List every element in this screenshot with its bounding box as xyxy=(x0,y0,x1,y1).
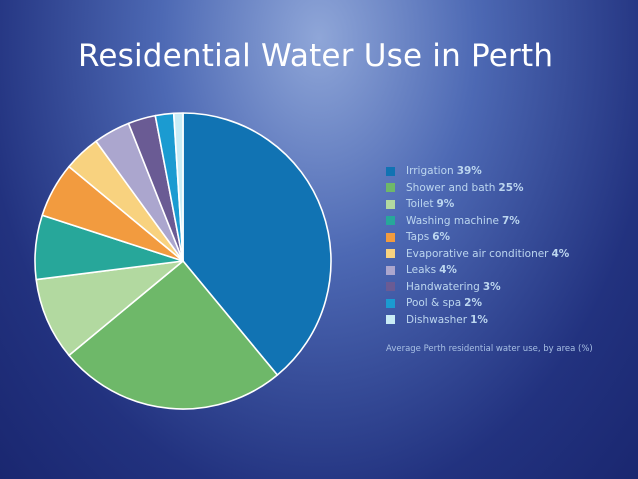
legend-item-washing-machine: Washing machine 7% xyxy=(386,213,626,230)
legend-label: Shower and bath xyxy=(406,181,496,194)
legend: Irrigation 39% Shower and bath 25% Toilet 9% W… xyxy=(386,163,626,328)
slide-title: Residential Water Use in Perth xyxy=(78,38,554,74)
legend-percent: 2% xyxy=(464,297,482,310)
legend-label: Irrigation xyxy=(406,165,454,178)
legend-percent: 39% xyxy=(456,165,482,178)
legend-label: Handwatering xyxy=(406,280,480,293)
legend-percent: 4% xyxy=(439,264,457,277)
legend-swatch xyxy=(386,282,395,292)
legend-label: Pool & spa xyxy=(406,297,462,310)
legend-percent: 1% xyxy=(470,313,488,326)
legend-item-toilet: Toilet 9% xyxy=(386,196,626,213)
legend-percent: 25% xyxy=(498,181,524,194)
pie-slice-irrigation xyxy=(182,112,332,376)
legend-label: Taps xyxy=(406,231,430,244)
legend-percent: 7% xyxy=(501,214,520,227)
pie-slice-dishwasher xyxy=(172,112,184,262)
legend-item-evaporative-air-conditioner: Evaporative air conditioner 4% xyxy=(386,246,626,263)
pie-slice-shower-and-bath xyxy=(68,260,279,410)
legend-swatch xyxy=(386,183,395,193)
legend-swatch xyxy=(386,265,395,275)
legend-item-leaks: Leaks 4% xyxy=(386,262,626,279)
legend-percent: 6% xyxy=(432,231,451,244)
legend-item-handwatering: Handwatering 3% xyxy=(386,279,626,296)
legend-item-shower-and-bath: Shower and bath 25% xyxy=(386,180,626,197)
legend-label: Washing machine xyxy=(406,214,499,227)
legend-percent: 9% xyxy=(436,198,455,211)
pie-slice-toilet xyxy=(35,260,184,357)
legend-swatch xyxy=(386,298,395,308)
legend-percent: 4% xyxy=(551,247,570,260)
legend-swatch xyxy=(386,232,395,242)
legend-item-taps: Taps 6% xyxy=(386,229,626,246)
legend-swatch xyxy=(386,199,395,209)
legend-swatch xyxy=(386,315,395,325)
legend-item-dishwasher: Dishwasher 1% xyxy=(386,312,626,329)
legend-label: Dishwasher xyxy=(406,313,468,326)
legend-label: Toilet xyxy=(406,198,434,211)
legend-label: Evaporative air conditioner xyxy=(406,247,549,260)
legend-item-irrigation: Irrigation 39% xyxy=(386,163,626,180)
legend-percent: 3% xyxy=(482,280,501,293)
legend-label: Leaks xyxy=(406,264,437,277)
legend-swatch xyxy=(386,166,395,176)
legend-item-pool-spa: Pool & spa 2% xyxy=(386,295,626,312)
chart-caption: Average Perth residential water use, by … xyxy=(386,344,593,354)
legend-swatch xyxy=(386,249,395,259)
legend-swatch xyxy=(386,216,395,226)
